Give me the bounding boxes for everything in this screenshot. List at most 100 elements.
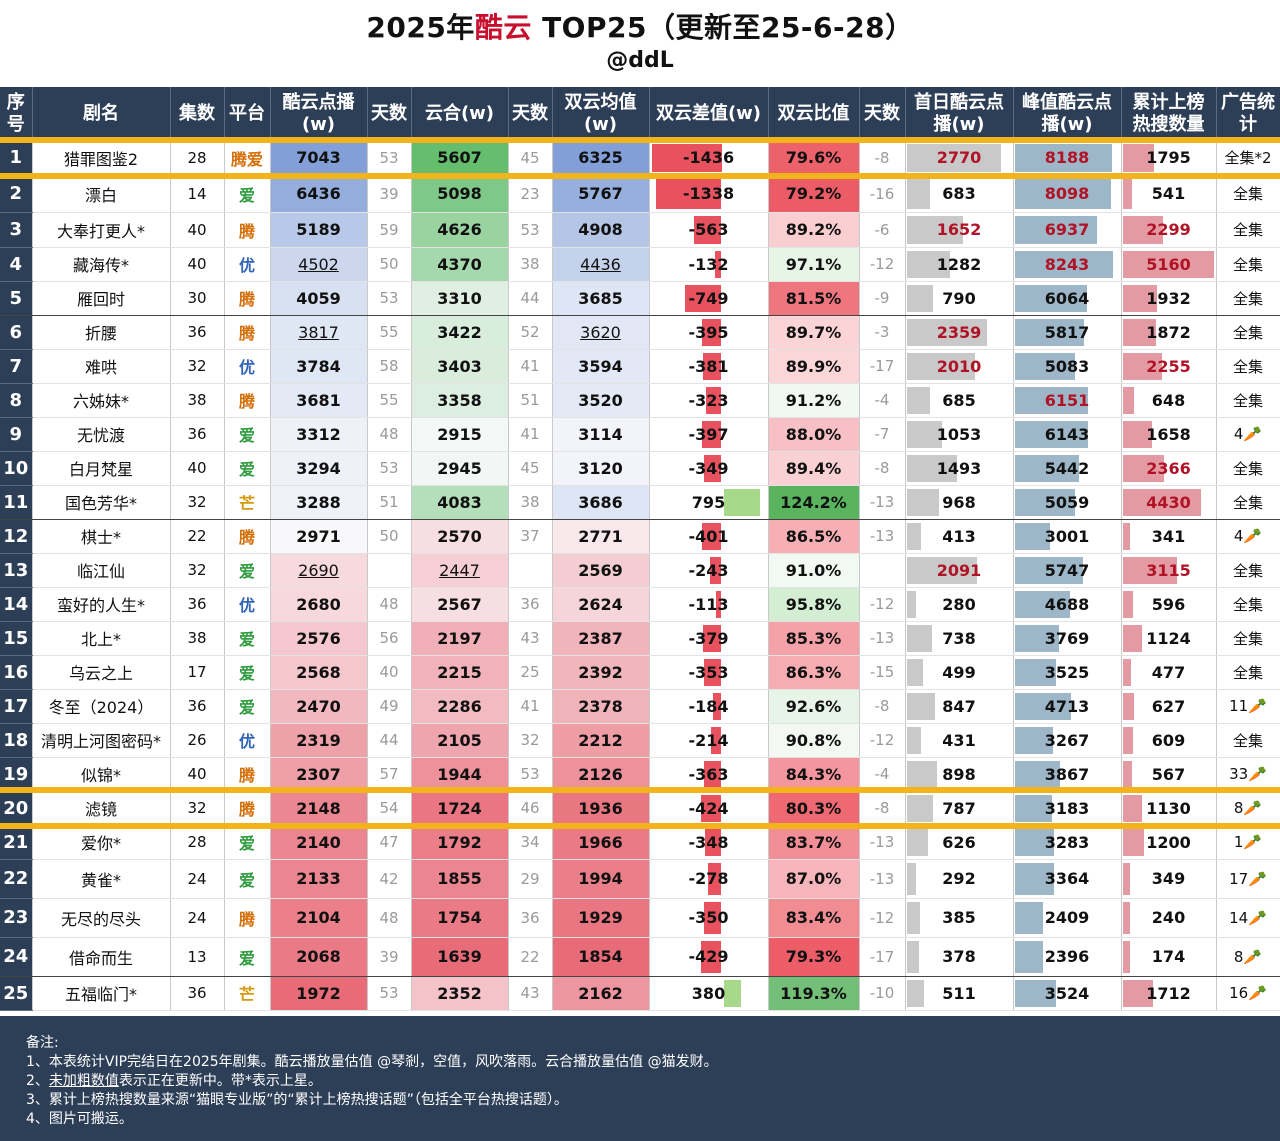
cell-episodes-text: 36 <box>187 425 207 443</box>
cell-yunhe_days-text: 41 <box>520 357 540 375</box>
cell-diff: -214 <box>649 723 769 758</box>
cell-yunhe_days-text: 34 <box>520 833 540 851</box>
cell-kuyun-text: 2140 <box>296 832 341 852</box>
cell-peak-text: 3001 <box>1044 526 1090 546</box>
cell-yunhe: 2945 <box>411 451 509 486</box>
cell-yunhe: 1855 <box>411 859 509 899</box>
cell-rank: 11 <box>0 485 33 520</box>
cell-avg: 2624 <box>552 587 650 622</box>
cell-hot_search-text: 541 <box>1151 184 1186 203</box>
cell-name-text: 北上* <box>80 630 121 649</box>
cell-platform: 爱 <box>224 689 271 724</box>
cell-name: 白月梵星 <box>32 451 171 486</box>
cell-ads: 4🥕 <box>1216 417 1280 452</box>
cell-diff-text: -563 <box>688 220 729 239</box>
table-row: 20 滤镜 32 腾 2148 54 1724 46 1936 -424 80.3% -8 787 318… <box>0 791 1280 826</box>
cell-episodes: 36 <box>170 587 225 622</box>
cell-ratio_days-text: -8 <box>874 148 890 167</box>
cell-first_day: 1652 <box>905 212 1014 248</box>
cell-yunhe_days: 38 <box>508 247 553 282</box>
cell-ratio: 90.8% <box>768 723 860 758</box>
hot_search-bar <box>1122 828 1144 856</box>
cell-platform-text: 爱 <box>238 664 255 683</box>
cell-diff-text: -243 <box>688 560 729 580</box>
cell-name: 雁回时 <box>32 281 171 316</box>
cell-yunhe: 3310 <box>411 281 509 316</box>
cell-kuyun: 1972 <box>270 976 368 1011</box>
cell-ratio_days-text: -8 <box>874 799 890 817</box>
cell-yunhe: 3422 <box>411 315 509 350</box>
cell-ads: 1🥕 <box>1216 825 1280 860</box>
cell-ratio_days: -10 <box>859 976 906 1011</box>
cell-kuyun: 2104 <box>270 898 368 938</box>
table-row: 10 白月梵星 40 爱 3294 53 2945 45 3120 -349 89.4% -8 1493… <box>0 451 1280 486</box>
diff-bar <box>701 522 722 550</box>
cell-name-text: 国色芳华* <box>64 494 137 513</box>
cell-kuyun: 3312 <box>270 417 368 452</box>
cell-platform: 腾爱 <box>224 141 271 176</box>
cell-diff: -278 <box>649 859 769 899</box>
cell-platform: 爱 <box>224 621 271 656</box>
cell-rank-text: 21 <box>3 831 29 853</box>
cell-kuyun_days: 42 <box>367 859 412 899</box>
notes-line-4: 4、图片可搬运。 <box>26 1111 133 1127</box>
cell-kuyun_days: 50 <box>367 519 412 554</box>
cell-avg: 2392 <box>552 655 650 690</box>
cell-ratio-text: 89.2% <box>785 220 842 239</box>
cell-yunhe_days-text: 43 <box>520 984 540 1002</box>
cell-avg-text: 1994 <box>578 869 623 888</box>
cell-name: 似锦* <box>32 757 171 792</box>
diff-bar <box>712 692 722 720</box>
cell-ratio_days: -12 <box>859 898 906 938</box>
table-row: 12 棋士* 22 腾 2971 50 2570 37 2771 -401 86.5% -13 413 3… <box>0 519 1280 554</box>
cell-kuyun_days: 39 <box>367 937 412 977</box>
cell-avg: 2212 <box>552 723 650 758</box>
cell-peak-text: 5059 <box>1044 492 1090 512</box>
cell-episodes-text: 32 <box>187 357 207 375</box>
cell-name: 冬至（2024） <box>32 689 171 724</box>
cell-kuyun_days: 53 <box>367 451 412 486</box>
cell-first_day: 685 <box>905 383 1014 418</box>
cell-kuyun: 2307 <box>270 757 368 792</box>
peak-bar <box>1014 692 1071 720</box>
cell-episodes: 32 <box>170 349 225 384</box>
cell-name: 无忧渡 <box>32 417 171 452</box>
cell-ads: 全集 <box>1216 281 1280 316</box>
cell-first_day-text: 499 <box>942 662 976 682</box>
cell-ads: 全集 <box>1216 383 1280 418</box>
cell-ads-text: 1 <box>1233 833 1244 851</box>
carrot-icon: 🥕 <box>1248 908 1267 927</box>
cell-yunhe_days: 38 <box>508 485 553 520</box>
diff-bar <box>702 352 722 380</box>
cell-platform-text: 腾 <box>238 909 255 929</box>
first_day-bar <box>906 692 936 720</box>
first_day-bar <box>906 215 963 244</box>
cell-avg: 1966 <box>552 825 650 860</box>
cell-peak-text: 8098 <box>1044 184 1090 203</box>
cell-first_day-text: 847 <box>942 696 976 716</box>
table-row: 6 折腰 36 腾 3817 55 3422 52 3620 -395 89.7% -3 2359 581… <box>0 315 1280 350</box>
cell-first_day: 738 <box>905 621 1014 656</box>
cell-rank-text: 14 <box>3 593 29 615</box>
cell-kuyun: 2068 <box>270 937 368 977</box>
cell-peak: 3525 <box>1013 655 1122 690</box>
cell-ads: 全集 <box>1216 315 1280 350</box>
cell-kuyun: 4502 <box>270 247 368 282</box>
cell-name: 猎罪图鉴2 <box>32 141 171 176</box>
header-name: 剧名 <box>32 87 171 141</box>
cell-name-text: 乌云之上 <box>68 664 133 683</box>
cell-yunhe_days-text: 25 <box>520 663 540 681</box>
cell-ratio-text: 79.6% <box>785 148 842 168</box>
cell-hot_search: 596 <box>1121 587 1217 622</box>
cell-ads-text: 全集 <box>1232 391 1263 410</box>
header-yunhe-days: 天数 <box>508 87 553 141</box>
cell-avg: 1936 <box>552 791 650 826</box>
cell-hot_search-text: 2366 <box>1146 458 1191 478</box>
cell-kuyun: 3681 <box>270 383 368 418</box>
cell-name: 折腰 <box>32 315 171 350</box>
cell-ratio: 83.7% <box>768 825 860 860</box>
cell-rank: 18 <box>0 723 33 758</box>
cell-peak: 5747 <box>1013 553 1122 588</box>
cell-kuyun-text: 5189 <box>296 220 341 239</box>
cell-ratio_days-text: -9 <box>874 289 890 307</box>
